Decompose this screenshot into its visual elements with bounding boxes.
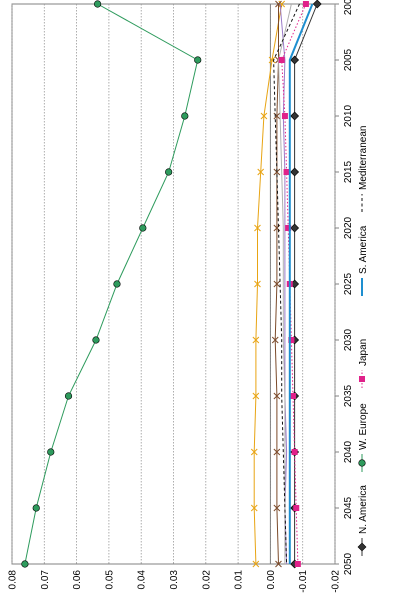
value-tick-label: 0.03	[169, 570, 180, 590]
series-3	[288, 3, 314, 564]
year-tick-label: 2035	[343, 384, 354, 407]
data-point	[165, 168, 173, 176]
data-point	[257, 168, 265, 176]
data-point	[252, 336, 260, 344]
data-point	[278, 0, 286, 8]
data-point	[290, 223, 300, 233]
legend-marker	[357, 542, 367, 552]
data-point	[273, 504, 281, 512]
legend-marker	[358, 459, 366, 467]
series-line	[277, 3, 292, 564]
unlabeled-series-3	[277, 3, 292, 564]
year-tick-label: 2015	[343, 160, 354, 183]
value-tick-label: 0.07	[40, 570, 51, 590]
value-axis-ticks: 0.08 0.07 0.06 0.05 0.04 0.03 0.02 0.01 0.00 -0.0…	[8, 570, 342, 593]
data-point	[64, 392, 73, 400]
data-point	[113, 280, 121, 288]
data-point	[275, 560, 282, 568]
data-point	[291, 449, 298, 455]
grid-lines	[11, 4, 336, 564]
data-point	[32, 504, 40, 512]
unlabeled-series-0	[250, 0, 286, 568]
data-point	[260, 112, 268, 120]
legend-item: Japan	[358, 339, 369, 388]
year-axis-ticks: 2000 2005 2010 2015 2020 2025 2030 2035 2040 2045…	[335, 0, 354, 575]
year-tick-label: 2020	[343, 216, 354, 239]
year-tick-label: 2025	[343, 272, 354, 295]
data-point	[252, 392, 260, 400]
data-point	[21, 560, 29, 568]
data-point	[285, 225, 292, 231]
data-point	[250, 504, 258, 512]
data-point	[302, 1, 309, 7]
data-point	[273, 168, 281, 176]
data-point	[273, 448, 281, 456]
data-point	[254, 280, 261, 288]
data-point	[93, 0, 102, 8]
data-point	[252, 560, 260, 568]
series-line	[273, 3, 300, 565]
value-tick-label: 0.01	[234, 570, 245, 590]
legend-item: S. America	[358, 225, 369, 296]
data-point	[268, 56, 276, 64]
legend-item: W. Europe	[358, 403, 369, 472]
legend-item: Mediterranean	[358, 126, 369, 212]
data-point	[283, 169, 290, 175]
year-tick-label: 2050	[343, 552, 354, 575]
series-layer	[21, 0, 322, 569]
legend-label: Mediterranean	[358, 126, 369, 190]
data-point	[194, 56, 202, 64]
year-tick-label: 2005	[343, 48, 354, 71]
data-point	[290, 111, 300, 121]
value-tick-label: 0.08	[8, 570, 19, 590]
data-point	[290, 55, 300, 65]
legend-marker	[359, 376, 365, 382]
data-point	[288, 337, 295, 343]
series-2	[278, 1, 309, 567]
data-point	[181, 112, 189, 120]
data-point	[281, 113, 288, 119]
series-line	[281, 3, 307, 565]
series-1	[21, 0, 202, 568]
data-point	[312, 0, 322, 9]
value-tick-label: -0.01	[298, 570, 309, 593]
data-point	[293, 505, 300, 511]
value-tick-label: 0.04	[137, 570, 148, 590]
legend-label: N. America	[358, 485, 369, 534]
data-point	[139, 224, 147, 232]
legend-item: N. America	[357, 485, 369, 556]
data-point	[92, 336, 100, 344]
legend: N. America W. Europe Japan S. America Medite…	[357, 126, 369, 556]
year-tick-label: 2040	[343, 440, 354, 463]
value-tick-label: 0.05	[104, 570, 115, 590]
data-point	[271, 336, 279, 344]
data-point	[290, 167, 300, 177]
data-point	[273, 392, 281, 400]
value-tick-label: 0.02	[201, 570, 212, 590]
value-tick-label: 0.06	[72, 570, 83, 590]
value-tick-label: -0.02	[331, 570, 342, 593]
data-point	[47, 448, 55, 456]
data-point	[273, 280, 281, 288]
data-point	[250, 448, 258, 456]
year-tick-label: 2010	[343, 104, 354, 127]
legend-label: W. Europe	[358, 403, 369, 450]
legend-label: Japan	[358, 339, 369, 366]
series-4	[273, 3, 300, 565]
value-tick-label: 0.00	[266, 570, 277, 590]
year-tick-label: 2045	[343, 496, 354, 519]
data-point	[254, 224, 261, 232]
year-tick-label: 2030	[343, 328, 354, 351]
year-tick-label: 2000	[343, 0, 354, 15]
data-point	[278, 57, 285, 63]
data-point	[294, 561, 301, 567]
series-line	[288, 3, 314, 564]
data-point	[290, 393, 297, 399]
legend-label: S. America	[358, 225, 369, 274]
